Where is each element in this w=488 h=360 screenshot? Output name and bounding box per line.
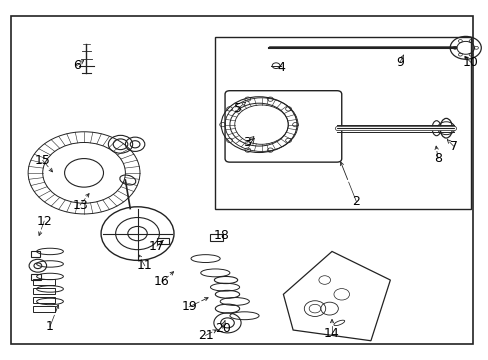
Text: 18: 18 (213, 229, 229, 242)
Text: 15: 15 (35, 154, 51, 167)
Bar (30, 251, 40, 257)
Text: 11: 11 (137, 259, 152, 272)
Bar (157, 238, 169, 244)
Bar (33, 288, 55, 294)
Text: 6: 6 (73, 59, 81, 72)
Text: 21: 21 (197, 329, 213, 342)
Bar (33, 306, 55, 312)
Text: 5: 5 (234, 102, 242, 115)
Text: 3: 3 (243, 136, 250, 149)
Bar (215, 37, 469, 208)
Text: 4: 4 (277, 61, 285, 74)
Text: 13: 13 (72, 198, 88, 212)
Bar (210, 234, 222, 241)
Text: 2: 2 (352, 195, 360, 208)
Bar (30, 274, 41, 280)
Text: 19: 19 (181, 300, 197, 313)
Text: 9: 9 (395, 55, 403, 69)
Bar (33, 297, 55, 303)
Text: 17: 17 (149, 240, 164, 253)
Text: 12: 12 (36, 215, 52, 228)
Text: 20: 20 (214, 322, 230, 335)
Text: 16: 16 (154, 275, 169, 288)
Text: 10: 10 (462, 55, 478, 69)
Text: 8: 8 (433, 152, 441, 165)
Bar (33, 279, 55, 285)
Text: 14: 14 (324, 327, 339, 340)
Text: 1: 1 (46, 320, 54, 333)
Text: 7: 7 (448, 140, 457, 153)
